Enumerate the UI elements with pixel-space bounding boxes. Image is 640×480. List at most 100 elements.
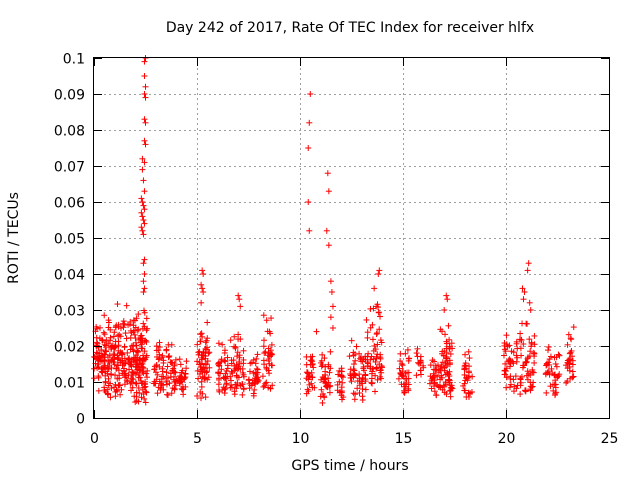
data-point <box>447 393 454 400</box>
data-point <box>307 361 314 368</box>
data-point <box>240 347 247 354</box>
data-point <box>231 343 238 350</box>
data-point <box>443 355 450 362</box>
data-point <box>432 362 439 369</box>
data-point <box>172 356 179 363</box>
data-point <box>167 359 174 366</box>
data-point <box>319 399 326 406</box>
data-point <box>234 379 241 386</box>
data-point <box>254 374 261 381</box>
data-point <box>133 380 140 387</box>
data-point <box>351 396 358 403</box>
data-point <box>255 377 262 384</box>
data-point <box>123 302 130 309</box>
data-point <box>346 353 353 360</box>
data-point <box>519 285 526 292</box>
data-point <box>223 375 230 382</box>
data-point <box>263 379 270 386</box>
data-point <box>157 385 164 392</box>
data-point <box>218 356 225 363</box>
data-point <box>114 301 121 308</box>
data-point <box>253 365 260 372</box>
data-point <box>198 354 205 361</box>
data-point <box>107 334 114 341</box>
data-point <box>102 348 109 355</box>
y-tick-label: 0.06 <box>54 196 85 212</box>
data-point <box>140 364 147 371</box>
data-point <box>131 331 138 338</box>
data-point <box>503 365 510 372</box>
data-point <box>231 367 238 374</box>
data-point <box>110 359 117 366</box>
x-tick-label: 20 <box>498 431 516 447</box>
data-point <box>443 349 450 356</box>
data-point <box>303 390 310 397</box>
data-point <box>308 357 315 364</box>
data-point <box>569 353 576 360</box>
data-point <box>518 352 525 359</box>
data-point <box>501 346 508 353</box>
data-point <box>529 368 536 375</box>
data-point <box>439 350 446 357</box>
data-point <box>130 376 137 383</box>
data-point <box>553 363 560 370</box>
data-point <box>359 386 366 393</box>
data-point <box>198 281 205 288</box>
data-point <box>268 315 275 322</box>
data-point <box>183 365 190 372</box>
data-point <box>462 351 469 358</box>
data-point <box>123 377 130 384</box>
data-point <box>223 380 230 387</box>
data-point <box>564 341 571 348</box>
data-point <box>133 361 140 368</box>
data-point <box>502 371 509 378</box>
data-point <box>141 256 148 263</box>
data-point <box>443 362 450 369</box>
data-point <box>351 367 358 374</box>
data-point <box>104 370 111 377</box>
data-point <box>118 386 125 393</box>
data-point <box>178 385 185 392</box>
data-point <box>546 356 553 363</box>
data-point <box>143 327 150 334</box>
data-point <box>371 285 378 292</box>
data-point <box>325 242 332 249</box>
data-point <box>552 377 559 384</box>
data-point <box>143 338 150 345</box>
data-point <box>220 384 227 391</box>
data-point <box>198 378 205 385</box>
data-point <box>376 361 383 368</box>
data-point <box>140 370 147 377</box>
data-point <box>101 331 108 338</box>
data-point <box>524 376 531 383</box>
chart-title: Day 242 of 2017, Rate Of TEC Index for r… <box>166 20 534 36</box>
data-point <box>124 378 131 385</box>
data-point <box>119 351 126 358</box>
data-point <box>311 384 318 391</box>
data-point <box>324 170 331 177</box>
data-point <box>141 395 148 402</box>
y-tick-label: 0.07 <box>54 160 85 176</box>
data-point <box>230 357 237 364</box>
data-point <box>215 340 222 347</box>
data-point <box>362 386 369 393</box>
data-point <box>142 141 149 148</box>
data-point <box>517 375 524 382</box>
data-point <box>378 375 385 382</box>
data-point <box>414 345 421 352</box>
data-point <box>93 334 100 341</box>
data-point <box>163 346 170 353</box>
data-point <box>156 378 163 385</box>
data-point <box>437 326 444 333</box>
data-point <box>329 303 336 310</box>
data-point <box>120 359 127 366</box>
data-point <box>266 370 273 377</box>
data-point <box>133 342 140 349</box>
data-point <box>318 386 325 393</box>
data-points <box>91 55 577 406</box>
data-point <box>151 378 158 385</box>
data-point <box>448 340 455 347</box>
data-point <box>111 329 118 336</box>
data-point <box>141 73 148 79</box>
data-point <box>466 363 473 370</box>
